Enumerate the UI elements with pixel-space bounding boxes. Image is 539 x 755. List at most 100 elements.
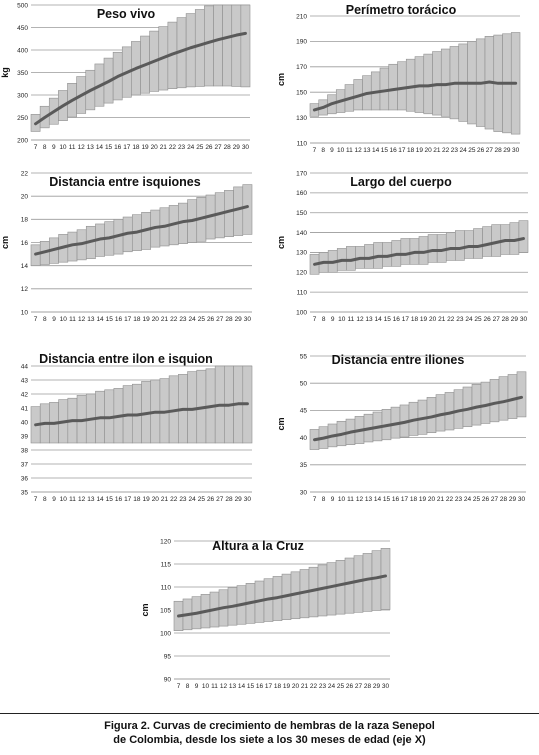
x-tick-label: 22 xyxy=(446,496,454,503)
x-tick-label: 8 xyxy=(43,144,47,151)
x-tick-label: 24 xyxy=(328,683,336,690)
x-tick-label: 10 xyxy=(338,496,346,503)
x-tick-label: 10 xyxy=(338,316,346,323)
y-tick-label: 44 xyxy=(21,363,29,370)
y-tick-label: 14 xyxy=(21,263,29,270)
x-tick-label: 11 xyxy=(346,147,353,154)
range-bar xyxy=(222,4,233,87)
x-tick-label: 23 xyxy=(179,496,187,503)
x-tick-label: 21 xyxy=(301,683,309,690)
x-tick-label: 19 xyxy=(416,147,424,154)
range-bar xyxy=(380,548,391,610)
x-tick-label: 21 xyxy=(433,147,441,154)
x-tick-label: 25 xyxy=(473,496,481,503)
y-tick-label: 300 xyxy=(17,92,28,99)
y-tick-label: 43 xyxy=(21,377,29,384)
x-tick-label: 16 xyxy=(392,496,400,503)
x-tick-label: 18 xyxy=(407,147,415,154)
y-tick-label: 100 xyxy=(296,309,307,316)
x-tick-label: 30 xyxy=(244,496,252,503)
caption-rule xyxy=(0,713,539,714)
y-tick-label: 12 xyxy=(21,286,29,293)
x-tick-label: 17 xyxy=(402,316,410,323)
y-tick-label: 20 xyxy=(21,193,29,200)
x-tick-label: 27 xyxy=(216,496,224,503)
x-tick-label: 16 xyxy=(393,316,401,323)
chart-title: Distancia entre ilon e isquion xyxy=(39,352,213,366)
x-tick-label: 21 xyxy=(161,316,169,323)
x-tick-label: 13 xyxy=(363,147,371,154)
x-tick-label: 19 xyxy=(142,496,150,503)
y-tick-label: 95 xyxy=(164,653,172,660)
range-bar xyxy=(516,371,527,418)
x-tick-label: 22 xyxy=(447,316,455,323)
x-tick-label: 9 xyxy=(331,316,335,323)
x-tick-label: 22 xyxy=(169,144,177,151)
x-tick-label: 23 xyxy=(451,147,459,154)
x-tick-label: 15 xyxy=(384,316,392,323)
range-bar xyxy=(464,230,474,259)
x-tick-label: 29 xyxy=(235,496,243,503)
x-tick-label: 24 xyxy=(465,316,473,323)
x-tick-label: 12 xyxy=(78,316,86,323)
x-tick-label: 16 xyxy=(256,683,264,690)
x-tick-label: 15 xyxy=(381,147,389,154)
x-tick-label: 16 xyxy=(115,316,123,323)
y-tick-label: 35 xyxy=(300,462,308,469)
x-tick-label: 30 xyxy=(382,683,390,690)
x-tick-label: 11 xyxy=(69,144,76,151)
x-tick-label: 22 xyxy=(442,147,450,154)
y-tick-label: 38 xyxy=(21,447,29,454)
y-tick-label: 170 xyxy=(296,64,307,71)
x-tick-label: 8 xyxy=(43,316,47,323)
x-tick-label: 12 xyxy=(78,144,86,151)
x-tick-label: 9 xyxy=(330,147,334,154)
x-tick-label: 8 xyxy=(322,496,326,503)
chart-title: Largo del cuerpo xyxy=(350,175,452,189)
y-tick-label: 250 xyxy=(17,115,28,122)
y-tick-label: 210 xyxy=(296,13,307,20)
x-tick-label: 13 xyxy=(229,683,237,690)
x-tick-label: 15 xyxy=(247,683,255,690)
y-tick-label: 150 xyxy=(296,90,307,97)
x-tick-label: 28 xyxy=(225,316,233,323)
x-tick-label: 17 xyxy=(123,144,131,151)
y-tick-label: 35 xyxy=(21,489,29,496)
x-tick-label: 25 xyxy=(196,144,204,151)
x-tick-label: 28 xyxy=(224,144,232,151)
x-tick-label: 10 xyxy=(59,144,67,151)
x-tick-label: 22 xyxy=(310,683,318,690)
x-tick-label: 10 xyxy=(60,496,68,503)
x-tick-label: 28 xyxy=(500,496,508,503)
x-tick-label: 7 xyxy=(313,147,317,154)
y-axis-label: cm xyxy=(140,603,150,616)
x-tick-label: 9 xyxy=(52,144,56,151)
x-tick-label: 30 xyxy=(512,147,520,154)
x-tick-label: 17 xyxy=(398,147,406,154)
x-tick-label: 7 xyxy=(177,683,181,690)
x-tick-label: 18 xyxy=(274,683,282,690)
x-tick-label: 19 xyxy=(420,316,428,323)
x-tick-label: 14 xyxy=(375,316,383,323)
y-axis-label: cm xyxy=(276,417,286,430)
x-tick-label: 20 xyxy=(429,316,437,323)
x-tick-label: 18 xyxy=(133,316,141,323)
x-tick-label: 12 xyxy=(355,147,363,154)
x-tick-label: 9 xyxy=(195,683,199,690)
range-bar xyxy=(462,386,473,428)
x-tick-label: 24 xyxy=(187,144,195,151)
x-tick-label: 14 xyxy=(372,147,380,154)
chart-perimetro-toracico: 110 130 150 170 190 210 7 8 9 10 11 12 13 14 15 16 17 18 1… xyxy=(276,3,521,154)
x-tick-label: 14 xyxy=(96,496,104,503)
x-tick-label: 27 xyxy=(216,316,224,323)
y-axis-label: cm xyxy=(276,236,286,249)
y-tick-label: 450 xyxy=(17,25,28,32)
y-tick-label: 16 xyxy=(21,240,29,247)
x-tick-label: 13 xyxy=(365,316,373,323)
x-tick-label: 20 xyxy=(152,496,160,503)
x-tick-label: 16 xyxy=(390,147,398,154)
range-bar xyxy=(498,376,509,421)
x-tick-label: 14 xyxy=(96,316,104,323)
x-tick-label: 15 xyxy=(105,144,113,151)
